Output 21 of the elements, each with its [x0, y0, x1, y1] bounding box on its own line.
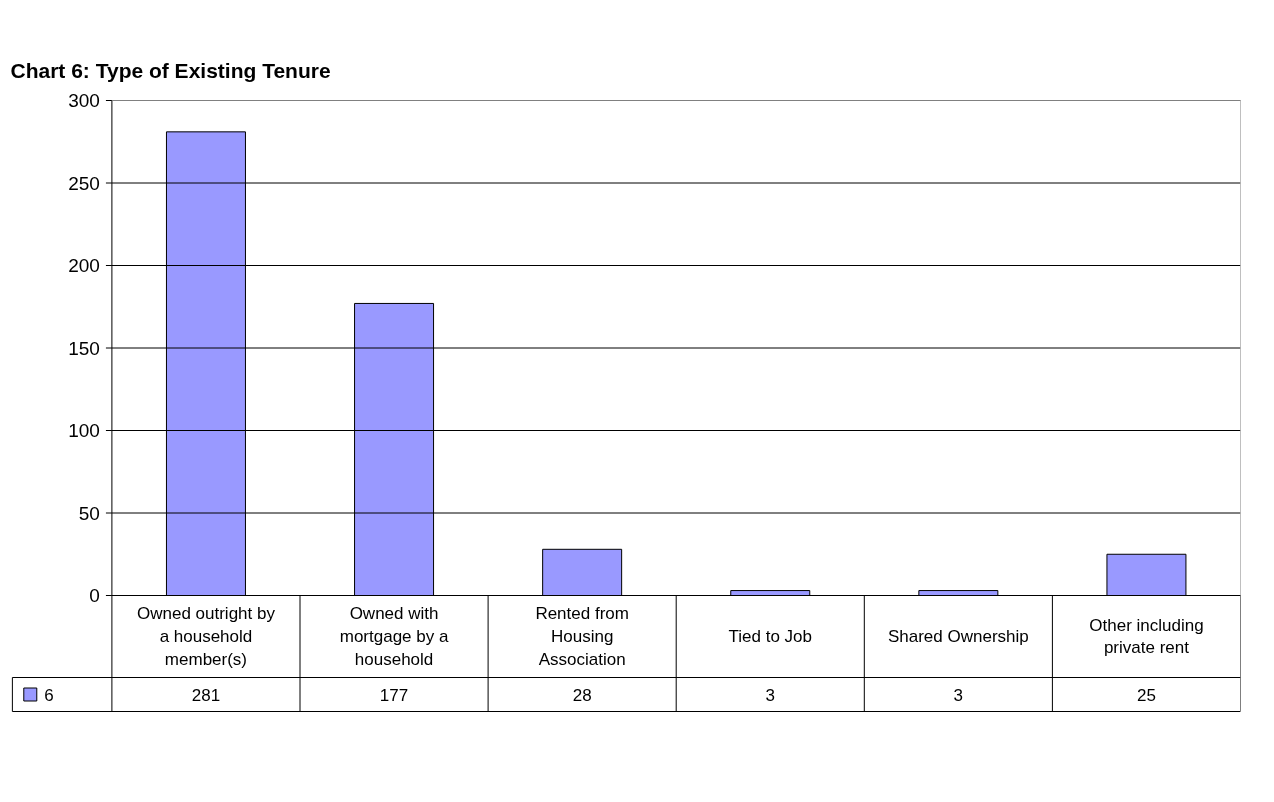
y-tick-label: 200 — [68, 255, 100, 276]
y-tick-label: 0 — [89, 585, 100, 606]
data-label: 3 — [953, 685, 964, 705]
x-tick-label: Shared Ownership — [887, 627, 1029, 646]
legend-label: 6 — [44, 685, 54, 705]
data-label: 177 — [379, 685, 409, 705]
y-tick-label: 300 — [68, 90, 100, 111]
y-tick-label: 50 — [78, 502, 100, 524]
x-tick-label: Rented from Housing Association — [535, 604, 629, 669]
data-label: 3 — [765, 685, 775, 705]
data-label: 281 — [191, 685, 221, 705]
x-tick-label: Owned with mortgage by a household — [339, 604, 449, 669]
x-tick-label: Owned outright by a household member(s) — [136, 604, 276, 669]
x-tick-label: Other including private rent — [1089, 615, 1204, 658]
data-label: 28 — [572, 685, 592, 705]
data-label: 25 — [1137, 685, 1156, 705]
y-tick-label: 150 — [68, 337, 100, 359]
x-tick-label: Tied to Job — [728, 627, 812, 646]
y-tick-label: 100 — [68, 420, 100, 441]
y-tick-label: 250 — [68, 172, 100, 194]
chart-title: Chart 6: Type of Existing Tenure — [10, 58, 331, 82]
